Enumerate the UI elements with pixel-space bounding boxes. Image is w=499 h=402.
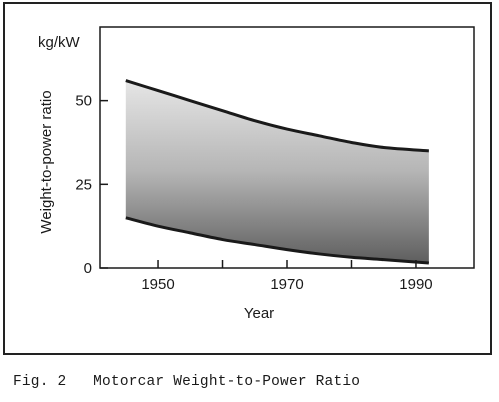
y-axis-label: Weight-to-power ratio [38, 90, 55, 233]
y-tick-label: 25 [75, 176, 92, 193]
plot-area: 1950 1970 1990 0 25 50 [75, 26, 475, 293]
y-tick-label: 50 [75, 93, 92, 110]
figure-caption: Fig. 2 Motorcar Weight-to-Power Ratio [13, 374, 361, 390]
chart: 1950 1970 1990 0 25 50 kg/kW Year Weight-to-p… [38, 26, 475, 322]
y-tick-label: 0 [84, 260, 92, 277]
lower-bound-line [125, 216, 429, 265]
y-unit-label: kg/kW [38, 34, 81, 51]
x-axis-label: Year [244, 305, 274, 322]
x-tick-label: 1990 [399, 276, 432, 293]
upper-bound-line [125, 79, 429, 153]
range-band [125, 80, 429, 263]
figure-frame [3, 2, 492, 355]
x-tick-label: 1950 [141, 276, 174, 293]
x-tick-label: 1970 [270, 276, 303, 293]
